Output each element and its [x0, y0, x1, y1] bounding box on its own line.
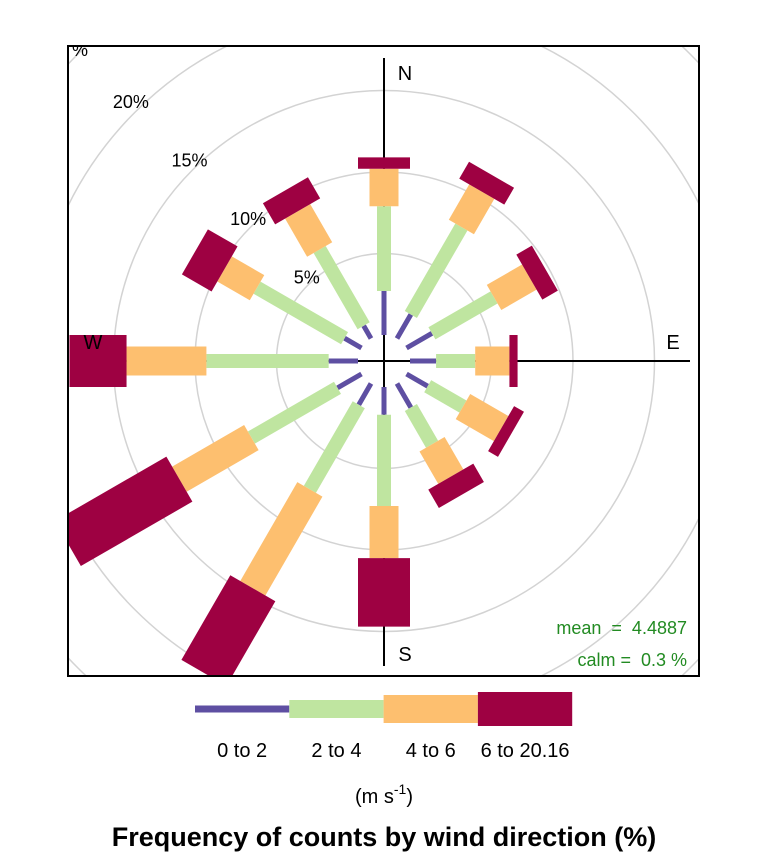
plot-frame — [67, 45, 700, 677]
petal-330-bin-4 — [262, 177, 321, 225]
legend-unit-label: (m s-1) — [355, 781, 413, 808]
legend-swatch-4 — [477, 692, 573, 726]
radial-tick-label: 15% — [171, 151, 207, 171]
wind-petals — [68, 157, 558, 676]
petal-0-bin-2 — [377, 206, 391, 291]
petal-30-bin-2 — [404, 223, 468, 318]
petal-240-bin-4 — [68, 456, 193, 567]
petal-0-bin-3 — [369, 168, 399, 207]
chart-title: Frequency of counts by wind direction (%… — [112, 822, 657, 852]
legend-unit-close: ) — [406, 786, 413, 808]
petal-60-bin-3 — [486, 264, 537, 311]
legend-label-1: 0 to 2 — [217, 740, 267, 762]
petal-30-bin-1 — [394, 313, 414, 340]
petal-60-bin-2 — [428, 291, 498, 340]
petal-30-bin-4 — [459, 161, 515, 205]
compass-label-n: N — [398, 63, 412, 85]
petal-90-bin-4 — [509, 335, 518, 387]
petal-300-bin-3 — [217, 256, 265, 301]
petal-150-bin-2 — [404, 404, 439, 448]
legend-swatch-2 — [289, 700, 384, 718]
petal-240-bin-1 — [336, 371, 363, 391]
petal-300-bin-1 — [343, 336, 363, 351]
petal-0-bin-4 — [358, 157, 410, 169]
petal-180-bin-1 — [381, 387, 387, 415]
compass-label-e: E — [666, 332, 679, 354]
petal-180-bin-2 — [377, 414, 391, 506]
legend-swatch-1 — [195, 705, 290, 713]
radial-tick-label: 10% — [230, 209, 266, 229]
petal-150-bin-1 — [394, 382, 414, 409]
petal-180-bin-4 — [358, 558, 410, 627]
legend-unit-superscript: -1 — [394, 781, 407, 797]
petal-90-bin-3 — [475, 346, 510, 376]
petal-330-bin-3 — [285, 204, 333, 257]
calm-statistic: calm = 0.3 % — [577, 650, 687, 670]
petal-120-bin-2 — [424, 380, 467, 413]
radial-unit-label: % — [72, 40, 88, 60]
legend-unit-text: (m s — [355, 786, 394, 808]
petal-120-bin-3 — [455, 394, 509, 442]
radial-tick-label: 20% — [113, 92, 149, 112]
radial-tick-labels: 5% 10% 15% 20%% — [72, 40, 320, 288]
petal-210-bin-2 — [303, 401, 365, 493]
petal-30-bin-3 — [448, 184, 495, 235]
petal-60-bin-4 — [516, 245, 558, 300]
petal-90-bin-1 — [410, 358, 437, 364]
petal-270-bin-1 — [328, 358, 358, 364]
petal-300-bin-4 — [181, 229, 238, 292]
legend-label-2: 2 to 4 — [311, 740, 361, 762]
petal-210-bin-3 — [240, 482, 323, 596]
compass-label-s: S — [398, 644, 411, 666]
petal-120-bin-4 — [488, 406, 524, 457]
speed-legend: 0 to 2 2 to 4 4 to 6 6 to 20.16 — [195, 692, 573, 762]
petal-330-bin-2 — [313, 246, 370, 330]
petal-120-bin-1 — [405, 371, 429, 389]
petal-270-bin-2 — [206, 354, 329, 368]
legend-label-3: 4 to 6 — [406, 740, 456, 762]
mean-statistic: mean = 4.4887 — [556, 618, 687, 638]
petal-150-bin-4 — [428, 463, 484, 509]
petal-210-bin-1 — [356, 382, 374, 406]
petal-0-bin-1 — [381, 290, 387, 335]
petal-180-bin-3 — [369, 505, 399, 559]
petal-270-bin-4 — [69, 335, 127, 387]
legend-label-4: 6 to 20.16 — [481, 740, 570, 762]
legend-swatch-3 — [383, 695, 478, 723]
radial-tick-label: 5% — [294, 268, 320, 288]
compass-label-w: W — [84, 332, 103, 354]
petal-210-bin-4 — [181, 575, 276, 676]
petal-300-bin-2 — [253, 281, 349, 345]
petal-330-bin-1 — [361, 324, 374, 340]
petal-90-bin-2 — [436, 354, 476, 368]
petal-240-bin-2 — [247, 381, 341, 444]
petal-240-bin-3 — [172, 425, 259, 492]
petal-150-bin-3 — [419, 436, 464, 484]
petal-60-bin-1 — [405, 331, 434, 351]
petal-270-bin-3 — [126, 346, 207, 376]
